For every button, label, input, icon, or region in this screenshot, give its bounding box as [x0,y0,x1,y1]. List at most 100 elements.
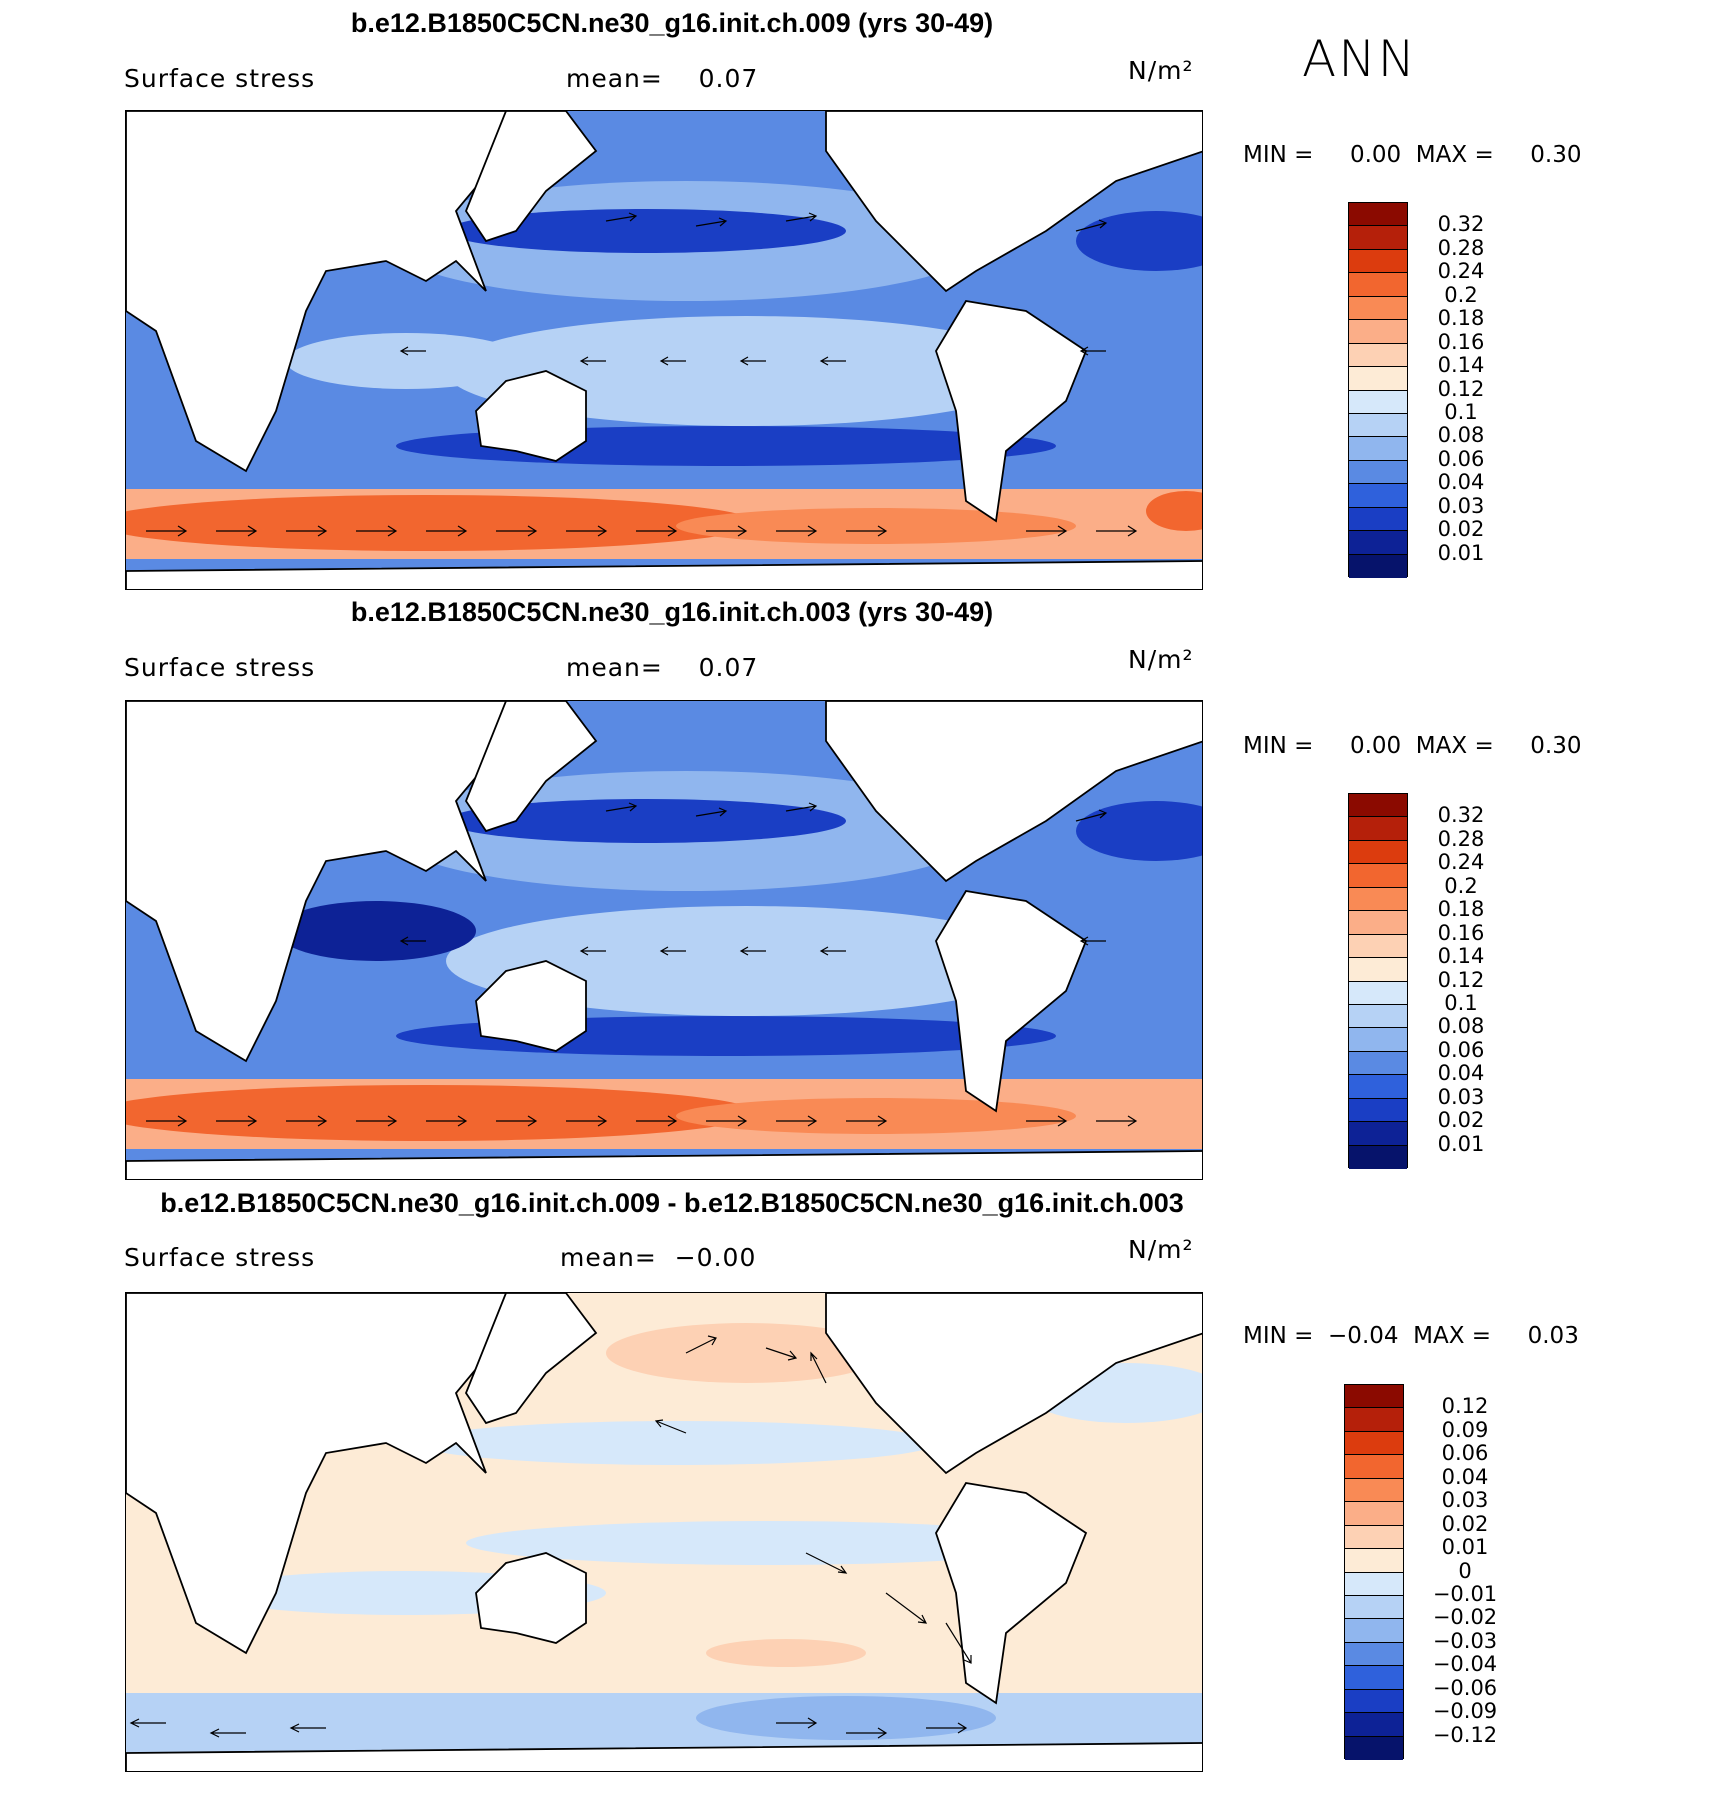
panel-1-colorbar [1348,202,1408,578]
stress-core-north-atlantic [1076,801,1202,861]
colorbar-tick-label: 0.14 [1437,944,1485,969]
colorbar-swatch [1345,1385,1403,1409]
colorbar-tick-label: 0.03 [1437,493,1485,518]
colorbar-swatch [1349,507,1407,532]
mid-latitude-vectors [605,212,1108,232]
colorbar-swatch [1349,1075,1407,1099]
colorbar-swatch [1345,1736,1403,1760]
colorbar-swatch [1345,1689,1403,1714]
land-antarctica [126,1742,1202,1771]
land-asia-east [464,1293,598,1425]
southern-ocean-core-east [676,508,1076,544]
southern-ocean-core-east [676,1098,1076,1134]
colorbar-tick-label: 0.2 [1444,873,1478,898]
colorbar-swatch [1349,1145,1407,1169]
colorbar-tick-label: 0.03 [1437,1084,1485,1109]
positive-anomaly-south-pacific [706,1639,866,1667]
wind-vectors [146,802,1138,1127]
panel-1-map-canvas [126,111,1202,589]
panel-2-colorbar [1348,793,1408,1169]
colorbar-tick-label: 0.12 [1437,376,1485,401]
panel-3-map-canvas [126,1293,1202,1771]
colorbar-swatch [1345,1455,1403,1479]
colorbar-tick-label: −0.01 [1432,1581,1498,1606]
panel-1-units-label: N/m² [1128,56,1194,85]
colorbar-swatch [1349,911,1407,935]
colorbar-tick-label: 0.1 [1444,399,1478,424]
colorbar-swatch [1345,1478,1403,1503]
colorbar-tick-label: 0.32 [1437,212,1485,237]
land-mask [126,111,1202,589]
colorbar-swatch [1349,343,1407,368]
colorbar-tick-label: 0.24 [1437,850,1485,875]
colorbar-tick-label: 0.18 [1437,306,1485,331]
panel-2-mean-label: mean= 0.07 [566,653,759,682]
land-australia [475,960,587,1052]
land-south-america [935,890,1088,1113]
stress-core-north-pacific [446,209,846,253]
land-south-america [935,1482,1088,1705]
panel-2-minmax: MIN = 0.00 MAX = 0.30 [1243,733,1582,759]
westerly-vectors [146,525,1138,537]
land-mask [126,1293,1202,1771]
colorbar-tick-label: 0.03 [1441,1488,1489,1513]
panel-2-units-label: N/m² [1128,645,1194,674]
colorbar-tick-label: 0.01 [1437,540,1485,565]
panel-1-variable-label: Surface stress [124,64,316,93]
colorbar-swatch [1349,226,1407,250]
southern-ocean-core [126,495,756,551]
colorbar-tick-label: 0.01 [1441,1535,1489,1560]
colorbar-swatch [1349,887,1407,912]
colorbar-swatch [1345,1713,1403,1737]
panel-3-map [125,1292,1203,1772]
panel-3-colorbar [1344,1384,1404,1760]
colorbar-tick-label: 0.02 [1441,1511,1489,1536]
anomaly-vectors-east-pacific [805,1552,972,1664]
colorbar-swatch [1345,1619,1403,1643]
panel-3-units-label: N/m² [1128,1235,1194,1264]
colorbar-swatch [1349,367,1407,391]
colorbar-tick-label: −0.12 [1432,1722,1498,1747]
stress-band-tropical-pacific [446,316,1046,426]
land-north-america [825,701,1202,883]
colorbar-swatch [1349,1098,1407,1123]
colorbar-tick-label: 0.2 [1444,282,1478,307]
colorbar-tick-label: 0.28 [1437,235,1485,260]
colorbar-swatch [1345,1431,1403,1456]
wind-vectors [146,212,1138,537]
panel-1-map [125,110,1203,590]
panel-3-minmax: MIN = −0.04 MAX = 0.03 [1243,1323,1579,1349]
negative-anomaly-band-1 [416,1421,936,1465]
colorbar-tick-label: 0.06 [1437,1037,1485,1062]
colorbar-swatch [1345,1595,1403,1620]
colorbar-tick-label: 0.12 [1441,1394,1489,1419]
panel-3-mean-label: mean= −0.00 [560,1243,757,1272]
colorbar-tick-label: 0.06 [1441,1441,1489,1466]
colorbar-tick-label: −0.06 [1432,1675,1498,1700]
colorbar-tick-label: −0.09 [1432,1699,1498,1724]
colorbar-swatch [1349,1004,1407,1029]
negative-anomaly-southern [126,1693,1202,1753]
colorbar-tick-label: 0.08 [1437,1014,1485,1039]
colorbar-swatch [1349,794,1407,818]
anomaly-vectors-southern [129,1717,968,1739]
colorbar-swatch [1349,958,1407,982]
panel-1-title: b.e12.B1850C5CN.ne30_g16.init.ch.009 (yr… [350,8,994,38]
stress-core-north-pacific [446,799,846,843]
panel-2-map [125,700,1203,1180]
anomaly-vectors-north [654,1335,827,1434]
land-antarctica [126,560,1202,589]
colorbar-swatch [1349,390,1407,414]
land-north-america [825,1293,1202,1475]
wind-vectors [129,1335,972,1739]
colorbar-swatch [1345,1666,1403,1690]
panel-3-variable-label: Surface stress [124,1243,316,1272]
negative-anomaly-band-2 [466,1521,1066,1565]
southern-ocean-core [126,1085,756,1141]
colorbar-tick-label: 0 [1458,1558,1472,1583]
colorbar-tick-label: 0.12 [1437,967,1485,992]
colorbar-tick-label: 0.02 [1437,517,1485,542]
westerly-vectors [146,1115,1138,1127]
colorbar-tick-label: −0.03 [1432,1628,1498,1653]
trade-wind-vectors [399,936,1106,956]
